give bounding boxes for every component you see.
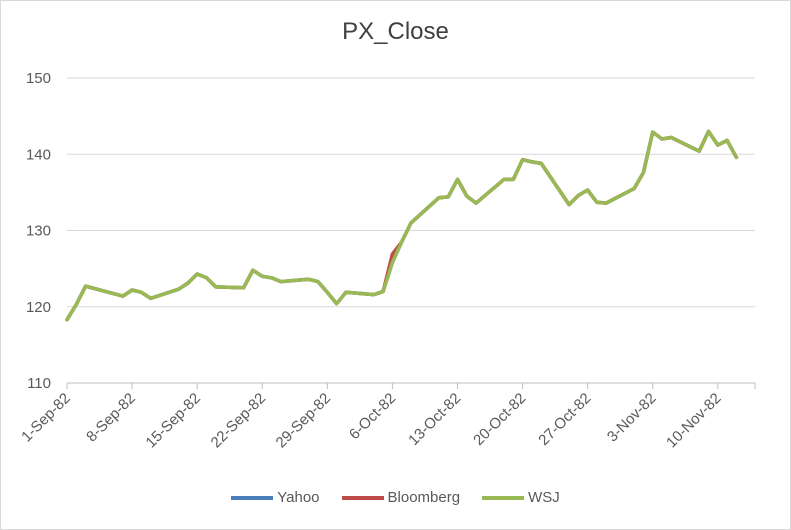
x-tick-label: 8-Sep-82 <box>83 390 139 446</box>
legend-swatch-yahoo <box>231 495 274 500</box>
x-tick-label: 6-Oct-82 <box>346 390 399 443</box>
x-tick-label: 3-Nov-82 <box>604 390 660 446</box>
chart-title: PX_Close <box>342 18 449 45</box>
series-line-wsj <box>65 129 739 322</box>
y-tick-label: 150 <box>26 70 51 87</box>
legend-swatch-wsj <box>482 495 525 500</box>
legend-label-wsj: WSJ <box>528 489 560 506</box>
legend-item-yahoo: Yahoo <box>231 489 320 506</box>
x-tick-label: 27-Oct-82 <box>535 390 594 449</box>
x-tick-label: 10-Nov-82 <box>663 390 725 452</box>
y-tick-label: 140 <box>26 146 51 163</box>
x-tick-label: 29-Sep-82 <box>273 390 335 452</box>
legend-label-bloomberg: Bloomberg <box>387 489 461 506</box>
x-tick-label: 20-Oct-82 <box>470 390 529 449</box>
y-tick-label: 130 <box>26 223 51 240</box>
x-tick-label: 13-Oct-82 <box>405 390 464 449</box>
legend-item-wsj: WSJ <box>482 489 560 506</box>
legend: Yahoo Bloomberg WSJ <box>0 489 791 506</box>
legend-item-bloomberg: Bloomberg <box>341 489 461 506</box>
y-tick-label: 110 <box>27 375 51 392</box>
x-tick-label: 15-Sep-82 <box>142 390 204 452</box>
y-tick-label: 120 <box>26 299 51 316</box>
x-tick-label: 1-Sep-82 <box>18 390 74 446</box>
legend-swatch-bloomberg <box>341 495 384 500</box>
x-tick-label: 22-Sep-82 <box>208 390 270 452</box>
legend-label-yahoo: Yahoo <box>277 489 320 506</box>
